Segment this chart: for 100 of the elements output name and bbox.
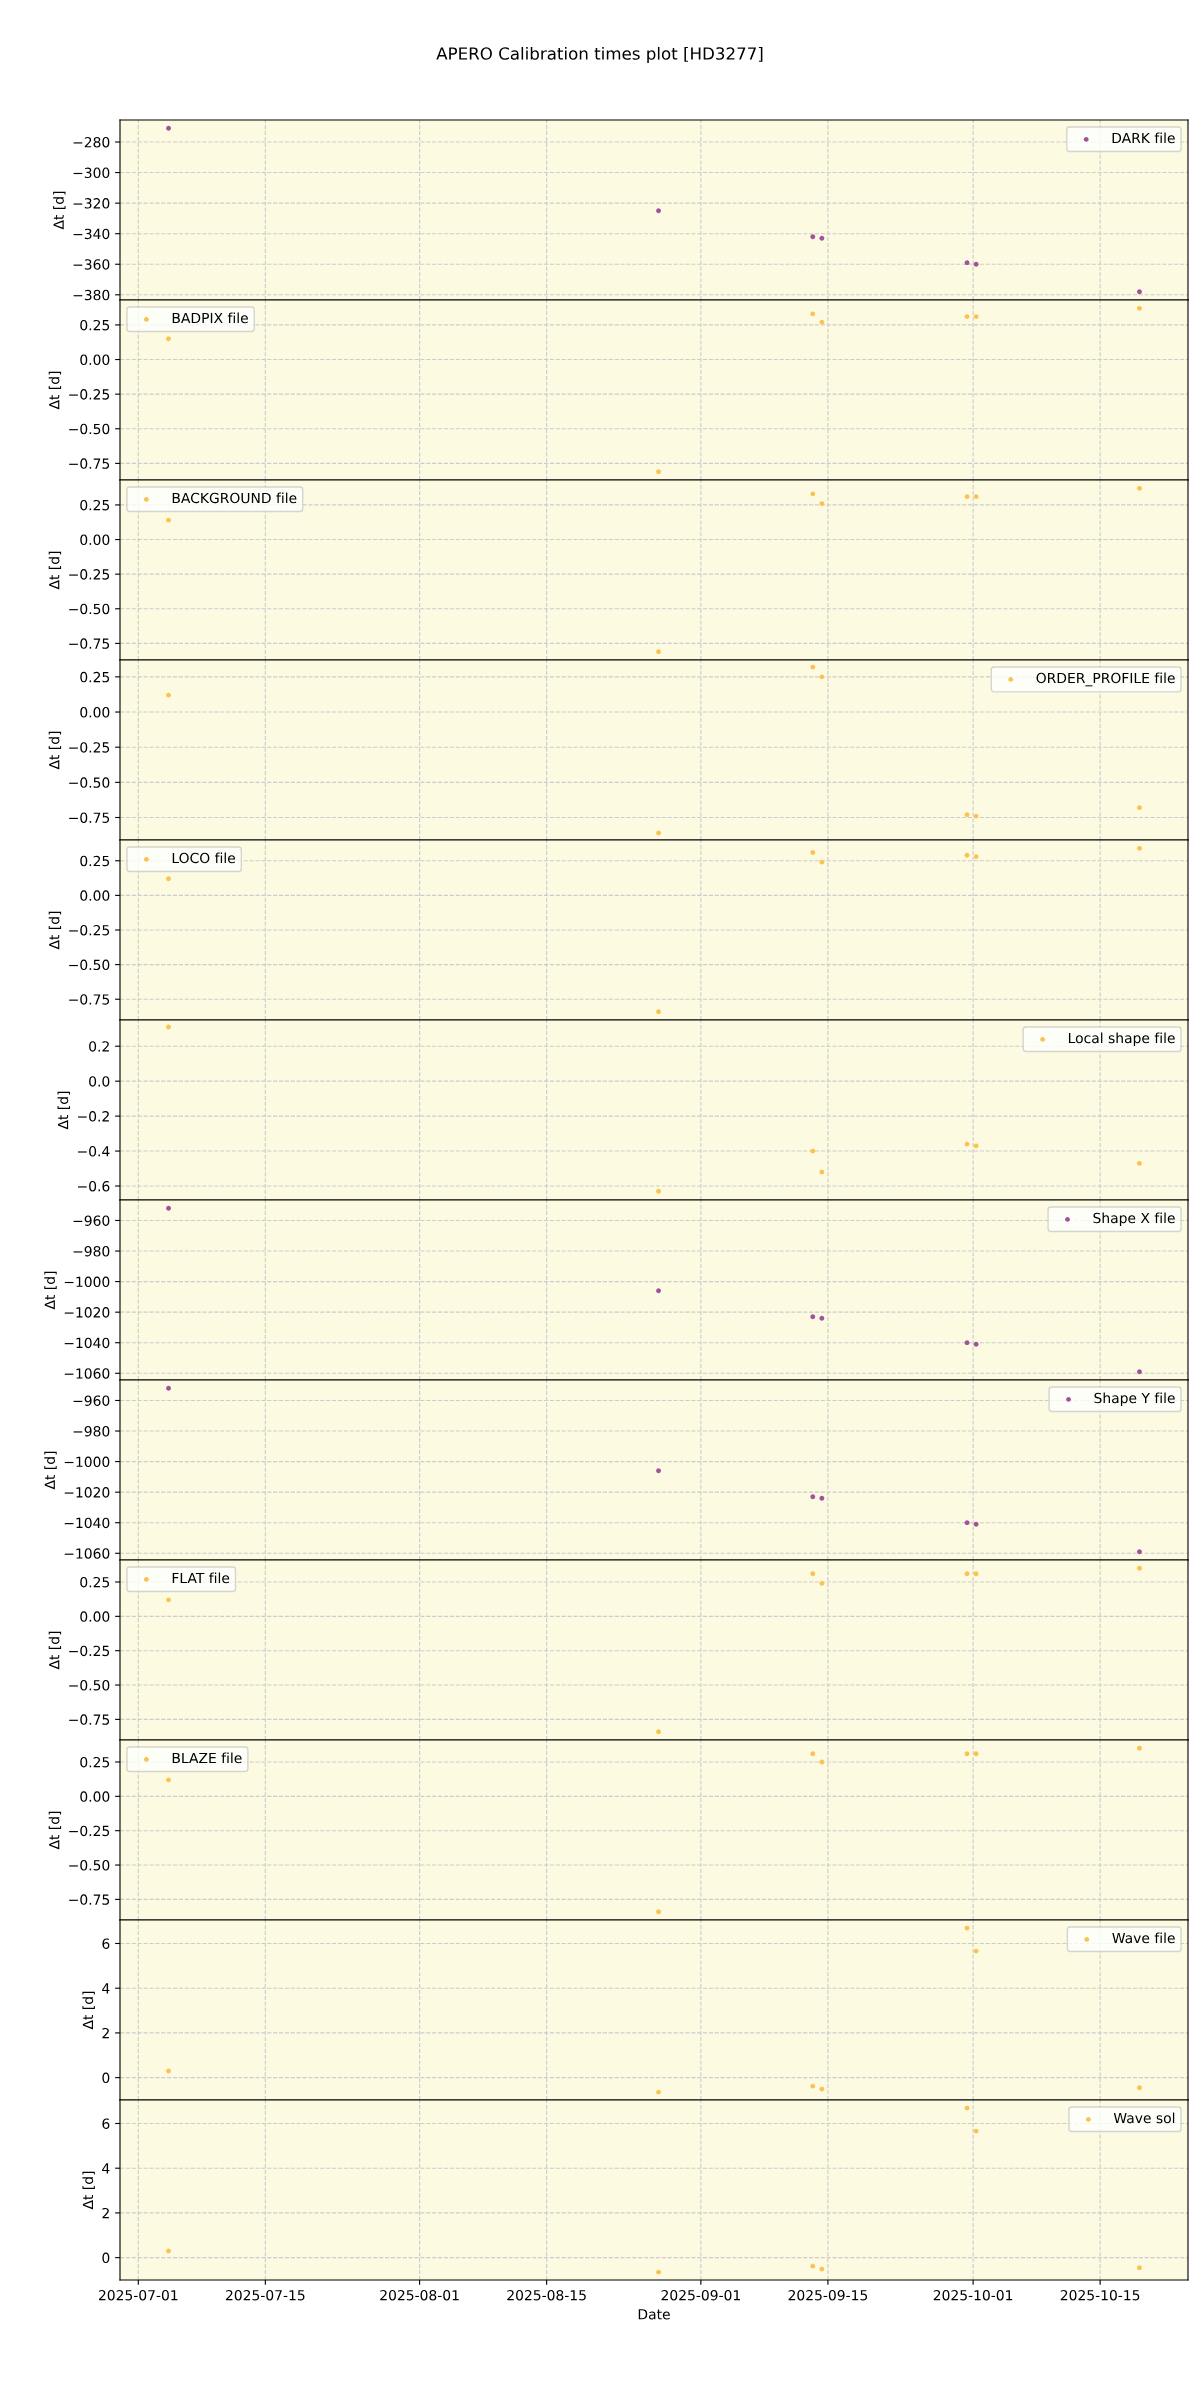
point xyxy=(964,1340,970,1346)
y-axis-title: Δt [d] xyxy=(48,1811,62,1850)
point xyxy=(656,649,661,655)
y-tick-label: −280 xyxy=(73,136,110,148)
y-tick-label: 0.2 xyxy=(89,1041,109,1052)
y-tick-label: 0.00 xyxy=(80,890,110,901)
y-tick-label: 0 xyxy=(102,2252,110,2264)
y-tick-label: −0.75 xyxy=(69,1894,110,1905)
point xyxy=(1137,2265,1142,2271)
y-tick-label: −0.4 xyxy=(78,1146,110,1157)
y-tick-label: 0.00 xyxy=(80,1611,110,1622)
y-tick-label: −0.25 xyxy=(69,1645,110,1657)
legend-label: LOCO file xyxy=(172,852,236,864)
point xyxy=(656,1288,661,1294)
x-tick-label: 2025-09-15 xyxy=(788,2289,868,2301)
y-tick-label: −0.25 xyxy=(69,924,110,936)
point xyxy=(656,1009,661,1015)
point xyxy=(973,314,979,320)
point xyxy=(1137,845,1142,851)
point xyxy=(810,1571,816,1577)
y-tick-label: −360 xyxy=(73,259,110,270)
y-axis-title: Δt [d] xyxy=(48,911,62,950)
point xyxy=(973,1751,979,1757)
y-axis-title: Δt [d] xyxy=(48,1631,62,1670)
point xyxy=(1137,289,1142,295)
y-axis-title: Δt [d] xyxy=(44,1271,57,1310)
y-tick-label: −1060 xyxy=(64,1368,110,1379)
y-tick-label: −0.25 xyxy=(69,1825,110,1837)
y-tick-label: −0.50 xyxy=(69,1860,110,1871)
point xyxy=(656,469,661,475)
point xyxy=(810,1314,816,1320)
legend-label: Wave file xyxy=(1112,1932,1175,1944)
y-tick-label: −0.50 xyxy=(69,1680,110,1691)
y-tick-label: −0.75 xyxy=(69,638,110,649)
point xyxy=(973,1521,979,1527)
point xyxy=(1137,1160,1142,1166)
point xyxy=(1137,485,1142,491)
y-tick-label: −1020 xyxy=(64,1487,110,1498)
legend-label: BACKGROUND file xyxy=(172,492,297,504)
point xyxy=(1137,1369,1142,1375)
x-tick-label: 2025-07-01 xyxy=(98,2289,178,2301)
y-tick-label: 0.0 xyxy=(89,1076,110,1087)
legend-label: Shape Y file xyxy=(1094,1392,1175,1406)
point xyxy=(166,1205,171,1211)
y-tick-label: −1040 xyxy=(64,1337,110,1349)
point xyxy=(166,1385,171,1391)
y-tick-label: −1000 xyxy=(64,1456,110,1468)
point xyxy=(810,1751,816,1757)
legend-label: Local shape file xyxy=(1068,1032,1175,1046)
point xyxy=(1137,305,1142,311)
y-tick-label: −980 xyxy=(73,1426,110,1437)
point xyxy=(964,812,970,818)
y-tick-label: −1040 xyxy=(64,1517,110,1529)
y-axis-title: Δt [d] xyxy=(57,1091,70,1130)
x-axis-title: Date xyxy=(638,2309,670,2320)
y-tick-label: −0.50 xyxy=(69,777,110,788)
y-tick-label: −1020 xyxy=(64,1307,110,1318)
point xyxy=(1137,1549,1142,1555)
y-tick-label: −980 xyxy=(73,1246,110,1257)
point xyxy=(166,517,171,523)
x-tick-label: 2025-10-15 xyxy=(1060,2289,1140,2301)
point xyxy=(1137,1565,1142,1571)
y-tick-label: 0.00 xyxy=(80,354,110,366)
y-tick-label: 4 xyxy=(102,1983,110,1994)
chart-title: APERO Calibration times plot [HD3277] xyxy=(436,46,763,64)
point xyxy=(819,1580,825,1586)
y-tick-label: 0.25 xyxy=(80,1756,110,1768)
point xyxy=(819,1495,825,1501)
y-axis-title: Δt [d] xyxy=(53,191,66,230)
y-tick-label: −960 xyxy=(73,1395,110,1406)
x-tick-label: 2025-07-15 xyxy=(225,2289,305,2301)
y-axis-title: Δt [d] xyxy=(48,551,62,590)
y-tick-label: −1060 xyxy=(64,1548,110,1559)
point xyxy=(656,1909,661,1915)
point xyxy=(973,261,979,267)
legend-label: BLAZE file xyxy=(172,1752,242,1764)
y-axis-title: Δt [d] xyxy=(48,731,62,770)
point xyxy=(810,1148,816,1154)
y-tick-label: 0.25 xyxy=(80,671,110,683)
y-tick-label: 0.25 xyxy=(80,855,110,867)
point xyxy=(810,2263,816,2269)
point xyxy=(973,1341,979,1347)
legend-label: BADPIX file xyxy=(172,312,248,324)
y-tick-label: −0.2 xyxy=(78,1111,109,1122)
y-tick-label: 0.25 xyxy=(80,499,110,511)
point xyxy=(964,260,970,266)
y-tick-label: −0.75 xyxy=(69,812,110,823)
y-tick-label: 0.25 xyxy=(80,1576,110,1588)
y-tick-label: −340 xyxy=(73,228,110,240)
y-tick-label: −1000 xyxy=(64,1276,110,1288)
y-tick-label: 0 xyxy=(102,2072,110,2084)
point xyxy=(810,491,816,497)
point xyxy=(973,1571,979,1577)
y-tick-label: 0.25 xyxy=(80,319,110,331)
point xyxy=(656,1188,661,1194)
y-tick-label: −960 xyxy=(73,1215,110,1226)
point xyxy=(656,208,661,214)
y-tick-label: −300 xyxy=(73,167,110,179)
point xyxy=(166,876,171,882)
point xyxy=(166,125,171,131)
